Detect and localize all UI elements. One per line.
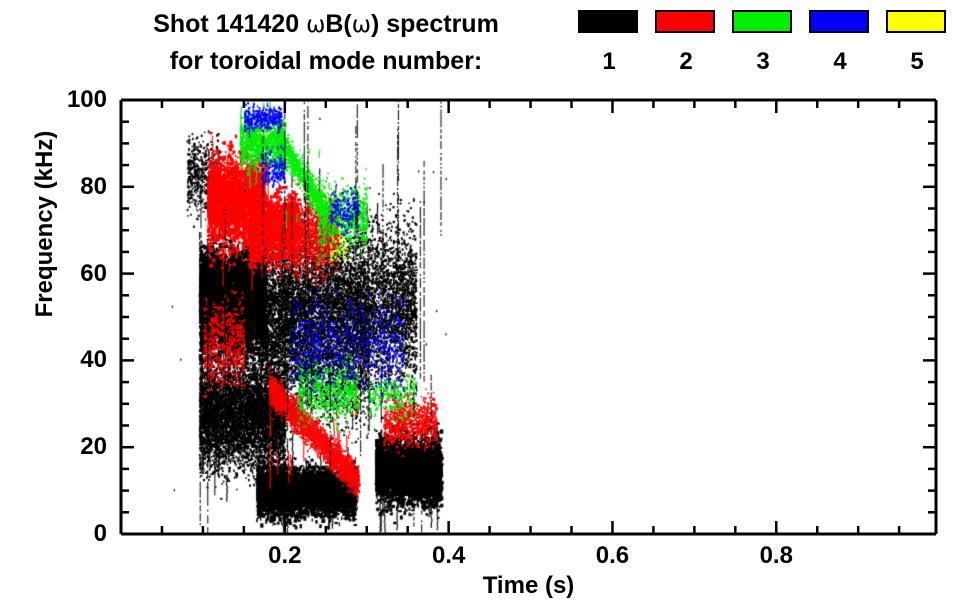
legend-label-2: 2 bbox=[679, 48, 693, 75]
title-spectrum-text: ) spectrum bbox=[370, 10, 499, 38]
figure-title: Shot 141420 ωB(ω) spectrum for toroidal … bbox=[86, 6, 566, 79]
y-tick-label: 100 bbox=[66, 86, 107, 113]
legend-item-1[interactable]: 1 bbox=[578, 10, 640, 74]
legend-label-1: 1 bbox=[602, 48, 616, 75]
y-tick-label: 60 bbox=[80, 259, 107, 287]
title-b-text: B( bbox=[325, 10, 352, 38]
y-tick-label: 40 bbox=[80, 346, 107, 374]
legend-label-5: 5 bbox=[910, 48, 924, 75]
legend-item-2[interactable]: 2 bbox=[655, 10, 717, 74]
omega-symbol-1: ω bbox=[306, 12, 326, 38]
legend-item-3[interactable]: 3 bbox=[732, 10, 794, 74]
legend-swatch-icon-1 bbox=[578, 10, 638, 33]
x-axis-label: Time (s) bbox=[482, 572, 575, 599]
legend-item-4[interactable]: 4 bbox=[809, 10, 871, 74]
legend-label-3: 3 bbox=[756, 48, 770, 75]
figure-title-line-2: for toroidal mode number: bbox=[169, 47, 483, 75]
omega-symbol-2: ω bbox=[351, 12, 371, 38]
legend-item-5[interactable]: 5 bbox=[886, 10, 948, 74]
legend-label-4: 4 bbox=[833, 48, 847, 75]
y-tick-label: 80 bbox=[80, 172, 107, 200]
x-tick-label: 0.8 bbox=[759, 542, 793, 569]
legend-swatch-icon-5 bbox=[886, 10, 946, 33]
legend-swatch-icon-4 bbox=[809, 10, 869, 33]
x-tick-label: 0.2 bbox=[268, 542, 302, 569]
x-tick-label: 0.4 bbox=[431, 542, 466, 569]
legend: 1 2 3 4 5 bbox=[578, 10, 948, 88]
figure-title-line-1: Shot 141420 ωB(ω) spectrum bbox=[86, 6, 566, 43]
spectrogram-plot-area[interactable] bbox=[121, 100, 936, 534]
y-tick-label: 20 bbox=[80, 433, 107, 461]
y-tick-label: 0 bbox=[93, 520, 107, 547]
x-tick-label: 0.6 bbox=[595, 542, 630, 569]
title-shot-text: Shot 141420 bbox=[153, 10, 307, 38]
legend-swatch-icon-3 bbox=[732, 10, 792, 33]
legend-swatch-icon-2 bbox=[655, 10, 715, 33]
